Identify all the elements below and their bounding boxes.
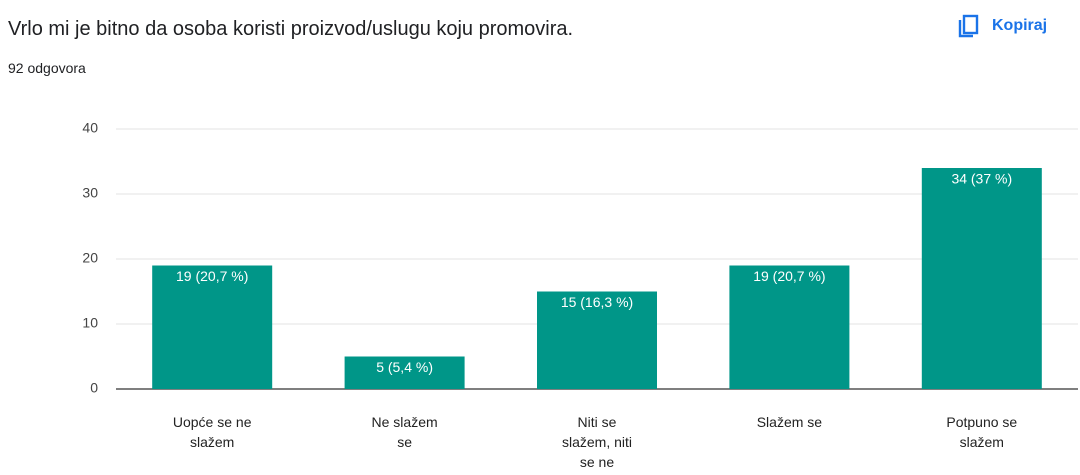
value-label: 19 (20,7 %) bbox=[753, 268, 825, 284]
bar bbox=[729, 265, 850, 389]
x-tick-label: Niti se slažem, niti se ne slažem bbox=[561, 414, 633, 475]
y-tick-label: 0 bbox=[90, 380, 98, 396]
chart-title: Vrlo mi je bitno da osoba koristi proizv… bbox=[8, 18, 574, 40]
x-tick-label: Ne slažem se bbox=[371, 414, 438, 450]
y-tick-label: 40 bbox=[82, 120, 98, 136]
value-label: 5 (5,4 %) bbox=[376, 359, 433, 375]
x-tick-label: Potpuno se slažem bbox=[946, 414, 1018, 450]
bar bbox=[344, 356, 465, 389]
y-tick-label: 30 bbox=[82, 185, 98, 201]
value-label: 34 (37 %) bbox=[951, 171, 1012, 187]
y-tick-label: 10 bbox=[82, 315, 98, 331]
x-tick-label: Slažem se bbox=[756, 414, 823, 430]
bar bbox=[921, 168, 1042, 389]
copy-button[interactable]: Kopiraj bbox=[958, 14, 1047, 38]
bar bbox=[152, 265, 273, 389]
copy-label: Kopiraj bbox=[992, 17, 1048, 34]
response-count: 92 odgovora bbox=[8, 60, 86, 76]
copy-icon bbox=[958, 14, 979, 38]
value-label: 19 (20,7 %) bbox=[176, 268, 248, 284]
bar bbox=[537, 291, 657, 389]
x-tick-label: Uopće se ne slažem bbox=[172, 414, 252, 450]
value-label: 15 (16,3 %) bbox=[561, 294, 633, 310]
y-tick-label: 20 bbox=[82, 250, 98, 266]
